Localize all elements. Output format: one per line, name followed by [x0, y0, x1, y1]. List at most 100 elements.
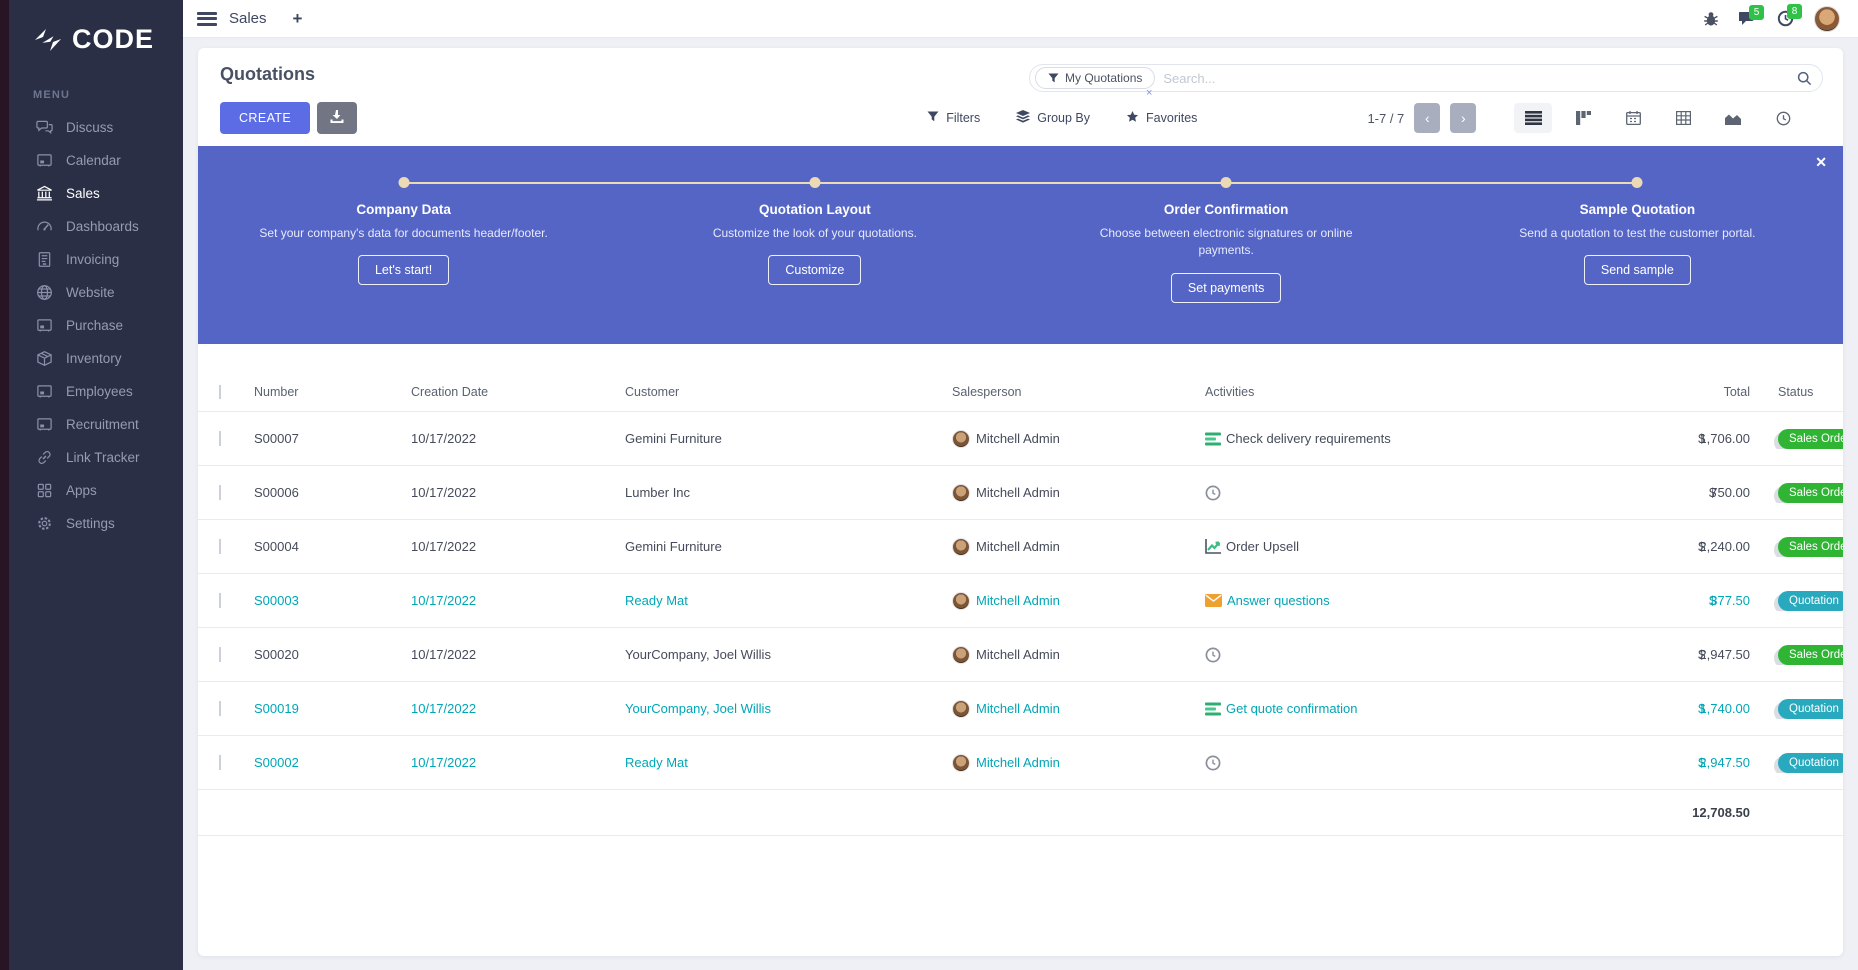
- sidebar-item-dashboards[interactable]: Dashboards: [9, 210, 183, 243]
- table-row[interactable]: S00019 10/17/2022 YourCompany, Joel Willis…: [198, 682, 1843, 736]
- onboarding-step-quotation-layout: Quotation Layout Customize the look of yo…: [609, 202, 1020, 303]
- discuss-icon: [35, 119, 53, 137]
- row-checkbox[interactable]: [219, 593, 221, 608]
- table-row[interactable]: S00006 10/17/2022 Lumber Inc Mitchell Admin…: [198, 466, 1843, 520]
- pager-next-button[interactable]: ›: [1450, 103, 1477, 133]
- row-checkbox[interactable]: [219, 431, 221, 446]
- step-description: Set your company's data for documents he…: [259, 226, 548, 240]
- table-row[interactable]: S00003 10/17/2022 Ready Mat Mitchell Admin A…: [198, 574, 1843, 628]
- select-all-checkbox[interactable]: [219, 384, 221, 399]
- line-chart-icon[interactable]: [1205, 539, 1221, 554]
- brand-name: CODE: [72, 24, 155, 54]
- envelope-icon[interactable]: [1205, 594, 1222, 607]
- sidebar-item-recruitment[interactable]: Recruitment: [9, 408, 183, 441]
- step-action-button[interactable]: Set payments: [1170, 272, 1282, 303]
- sidebar-item-discuss[interactable]: Discuss: [9, 111, 183, 144]
- salesperson-avatar: [952, 483, 970, 502]
- sidebar-item-employees[interactable]: Employees: [9, 375, 183, 408]
- step-action-button[interactable]: Send sample: [1583, 255, 1691, 286]
- column-header-customer[interactable]: Customer: [625, 384, 680, 399]
- currency-symbol: $: [1698, 701, 1706, 716]
- new-tab-button[interactable]: +: [292, 8, 303, 28]
- create-button[interactable]: CREATE: [220, 102, 311, 134]
- salesperson-avatar: [952, 591, 970, 610]
- clock-icon[interactable]: [1205, 647, 1221, 663]
- sidebar-item-link-tracker[interactable]: Link Tracker: [9, 441, 183, 474]
- row-checkbox[interactable]: [219, 755, 221, 770]
- clock-icon[interactable]: [1205, 755, 1221, 771]
- step-title: Order Confirmation: [1163, 202, 1289, 217]
- row-checkbox[interactable]: [219, 701, 221, 716]
- calendar-view-button[interactable]: [1614, 103, 1652, 133]
- row-checkbox[interactable]: [219, 485, 221, 500]
- total-amount: 1,706.00: [1699, 431, 1750, 446]
- pivot-view-button[interactable]: [1664, 103, 1702, 133]
- brand-logo[interactable]: CODE: [9, 0, 183, 55]
- sidebar-item-purchase[interactable]: Purchase: [9, 309, 183, 342]
- favorites-button[interactable]: Favorites: [1126, 110, 1197, 126]
- sidebar-item-apps[interactable]: Apps: [9, 474, 183, 507]
- active-app-name[interactable]: Sales: [229, 10, 267, 27]
- filter-funnel-icon: [1048, 72, 1059, 84]
- column-header-activities[interactable]: Activities: [1205, 384, 1255, 399]
- timeline-dot: [809, 177, 821, 188]
- search-input[interactable]: My Quotations × Search...: [1029, 64, 1823, 99]
- row-checkbox[interactable]: [219, 539, 221, 554]
- step-action-button[interactable]: Let's start!: [357, 255, 450, 286]
- column-header-status[interactable]: Status: [1778, 384, 1814, 399]
- facet-remove-icon[interactable]: ×: [1145, 87, 1153, 99]
- table-row[interactable]: S00004 10/17/2022 Gemini Furniture Mitchell…: [198, 520, 1843, 574]
- status-badge: Sales Order: [1778, 536, 1843, 557]
- debug-bug-icon[interactable]: [1703, 11, 1719, 27]
- list-check-icon[interactable]: [1205, 432, 1221, 446]
- inventory-icon: [35, 350, 53, 368]
- sidebar-item-label: Recruitment: [66, 417, 139, 432]
- sidebar-item-calendar[interactable]: Calendar: [9, 144, 183, 177]
- sidebar-item-inventory[interactable]: Inventory: [9, 342, 183, 375]
- step-title: Quotation Layout: [759, 202, 871, 217]
- search-options: Filters Group By Favorites: [927, 110, 1197, 126]
- table-row[interactable]: S00020 10/17/2022 YourCompany, Joel Willis…: [198, 628, 1843, 682]
- sidebar-item-website[interactable]: Website: [9, 276, 183, 309]
- customer-name: Lumber Inc: [625, 485, 691, 500]
- column-header-salesperson[interactable]: Salesperson: [952, 384, 1022, 399]
- step-action-button[interactable]: Customize: [768, 255, 862, 286]
- hamburger-menu-icon[interactable]: [197, 11, 217, 26]
- column-header-total[interactable]: Total: [1723, 384, 1750, 399]
- list-view-button[interactable]: [1514, 103, 1553, 133]
- pager-range: 1-7 / 7: [1367, 110, 1405, 126]
- list-check-icon[interactable]: [1205, 702, 1221, 716]
- search-facet-chip[interactable]: My Quotations ×: [1035, 67, 1156, 99]
- graph-view-button[interactable]: [1714, 103, 1752, 133]
- table-row[interactable]: S00002 10/17/2022 Ready Mat Mitchell Admin $…: [198, 736, 1843, 790]
- customer-name: YourCompany, Joel Willis: [625, 701, 771, 716]
- activities-clock-icon[interactable]: 8: [1777, 4, 1802, 27]
- status-badge: Sales Order: [1778, 644, 1843, 665]
- sidebar-item-label: Website: [66, 285, 115, 300]
- code-logo-icon: [33, 27, 63, 53]
- onboarding-step-order-confirmation: Order Confirmation Choose between electro…: [1021, 202, 1432, 303]
- sidebar-item-invoicing[interactable]: Invoicing: [9, 243, 183, 276]
- sidebar-item-sales[interactable]: Sales: [9, 177, 183, 210]
- row-checkbox[interactable]: [219, 647, 221, 662]
- column-header-creation-date[interactable]: Creation Date: [411, 384, 489, 399]
- table-row[interactable]: S00007 10/17/2022 Gemini Furniture Mitchell…: [198, 412, 1843, 466]
- pager-previous-button[interactable]: ‹: [1414, 103, 1441, 133]
- kanban-view-button[interactable]: [1564, 103, 1602, 133]
- status-badge: Sales Order: [1778, 428, 1843, 449]
- customer-name: Gemini Furniture: [625, 431, 722, 446]
- filters-button[interactable]: Filters: [927, 111, 980, 126]
- group-by-button[interactable]: Group By: [1016, 110, 1090, 126]
- messages-icon[interactable]: 5: [1739, 4, 1764, 27]
- sidebar-item-settings[interactable]: Settings: [9, 507, 183, 540]
- column-header-number[interactable]: Number: [254, 384, 299, 399]
- export-button[interactable]: [317, 102, 358, 134]
- search-icon[interactable]: [1797, 71, 1812, 86]
- onboarding-step-sample-quotation: Sample Quotation Send a quotation to test…: [1432, 202, 1843, 303]
- content-card: Quotations My Quotations × Search... CRE…: [198, 48, 1843, 956]
- clock-icon[interactable]: [1205, 485, 1221, 501]
- user-avatar[interactable]: [1814, 5, 1840, 32]
- activity-view-button[interactable]: [1764, 103, 1802, 133]
- banner-close-icon[interactable]: ✕: [1815, 154, 1827, 170]
- currency-symbol: $: [1698, 755, 1706, 770]
